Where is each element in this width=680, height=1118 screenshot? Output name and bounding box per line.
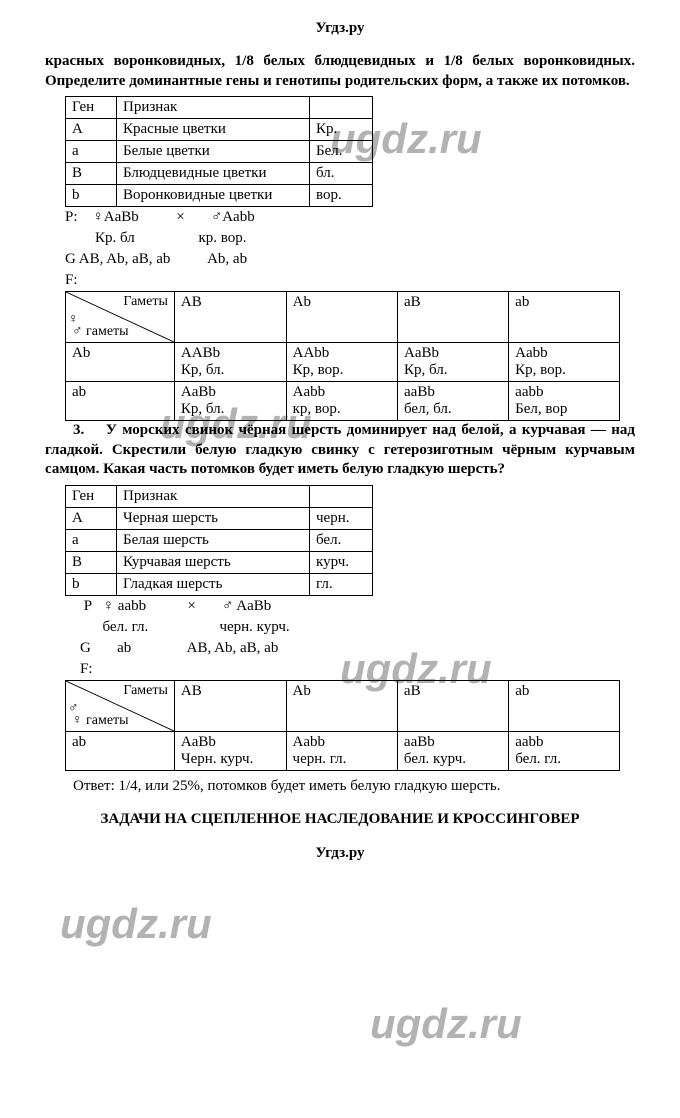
problem-num: 3. [73, 422, 84, 438]
cell: Блюдцевидные цветки [117, 163, 310, 185]
cell: Белая шерсть [117, 529, 310, 551]
cell: Воронковидные цветки [117, 185, 310, 207]
diag-bottom-label: ♀ гаметы [72, 713, 129, 729]
col-head: AB [174, 292, 286, 343]
problem-text: У морских свинок чёрная шерсть доминируе… [45, 422, 635, 477]
cell: A [66, 119, 117, 141]
col-head: ab [509, 292, 620, 343]
watermark: ugdz.ru [60, 900, 212, 948]
diag-top-label: Гаметы [123, 683, 168, 699]
col-head: ab [509, 680, 620, 731]
diag-bottom-label: ♂ гаметы [72, 324, 129, 340]
site-footer: Угдз.ру [45, 845, 635, 862]
cell: бел. [310, 529, 373, 551]
cross-pheno: Кр. бл кр. вор. [65, 228, 635, 249]
cell: гл. [310, 573, 373, 595]
cross2-p: P ♀ aabb × ♂ AaBb [65, 596, 635, 617]
cell: a [66, 529, 117, 551]
cell: черн. [310, 507, 373, 529]
col-head: aB [398, 292, 509, 343]
cell: aabbБел, вор [509, 382, 620, 421]
cell: Бел. [310, 141, 373, 163]
cell: Красные цветки [117, 119, 310, 141]
col-head: Ab [286, 292, 397, 343]
cell: AaBbКр, бл. [174, 382, 286, 421]
problem-continuation: красных воронковидных, 1/8 белых блюдцев… [45, 52, 635, 91]
diag-top-label: Гаметы [123, 294, 168, 310]
cell: Кр. [310, 119, 373, 141]
cell: b [66, 573, 117, 595]
cell: бл. [310, 163, 373, 185]
cell: Курчавая шерсть [117, 551, 310, 573]
cell: Черная шерсть [117, 507, 310, 529]
cell: aaBbбел, бл. [398, 382, 509, 421]
gene-table-1: Ген Признак AКрасные цветкиКр. aБелые цв… [65, 96, 373, 207]
cross2-f: F: [65, 659, 635, 680]
th-abbr [310, 485, 373, 507]
punnett-table-1: Гаметы ♀ ♂ гаметы AB Ab aB ab Ab AABbКр,… [65, 291, 620, 421]
cell: AAbbКр, вор. [286, 343, 397, 382]
cell: b [66, 185, 117, 207]
punnett-table-2: Гаметы ♂ ♀ гаметы AB Ab aB ab ab AaBbЧер… [65, 680, 620, 771]
cell: A [66, 507, 117, 529]
watermark: ugdz.ru [370, 1000, 522, 1048]
cell: a [66, 141, 117, 163]
row-head: ab [66, 731, 175, 770]
cross2-g: G ab AB, Ab, aB, ab [65, 638, 635, 659]
cell: AABbКр, бл. [174, 343, 286, 382]
section-title: ЗАДАЧИ НА СЦЕПЛЕННОЕ НАСЛЕДОВАНИЕ И КРОС… [45, 810, 635, 830]
th-trait: Признак [117, 485, 310, 507]
gene-table-2: Ген Признак AЧерная шерстьчерн. aБелая ш… [65, 485, 373, 596]
cell: Aabbкр, вор. [286, 382, 397, 421]
cell: B [66, 551, 117, 573]
cell: Aabbчерн. гл. [286, 731, 397, 770]
site-header: Угдз.ру [45, 20, 635, 37]
cell: курч. [310, 551, 373, 573]
cell: aabbбел. гл. [509, 731, 620, 770]
th-abbr [310, 97, 373, 119]
row-head: Ab [66, 343, 175, 382]
cell: AaBbКр, бл. [398, 343, 509, 382]
answer-text: Ответ: 1/4, или 25%, потомков будет имет… [45, 777, 635, 797]
cell: AabbКр, вор. [509, 343, 620, 382]
col-head: aB [397, 680, 508, 731]
col-head: AB [174, 680, 286, 731]
cell: aaBbбел. курч. [397, 731, 508, 770]
col-head: Ab [286, 680, 397, 731]
diag-header: Гаметы ♀ ♂ гаметы [66, 292, 175, 343]
cross-f: F: [65, 270, 635, 291]
cell: AaBbЧерн. курч. [174, 731, 286, 770]
diag-header: Гаметы ♂ ♀ гаметы [66, 680, 175, 731]
cell: Гладкая шерсть [117, 573, 310, 595]
cell: Белые цветки [117, 141, 310, 163]
th-gene: Ген [66, 485, 117, 507]
cell: вор. [310, 185, 373, 207]
th-gene: Ген [66, 97, 117, 119]
cross-p: P: ♀AaBb × ♂Aabb [65, 207, 635, 228]
row-head: ab [66, 382, 175, 421]
th-trait: Признак [117, 97, 310, 119]
cell: B [66, 163, 117, 185]
cross-g: G AB, Ab, aB, ab Ab, ab [65, 249, 635, 270]
cross2-pheno: бел. гл. черн. курч. [65, 617, 635, 638]
problem-3: 3. У морских свинок чёрная шерсть домини… [45, 421, 635, 480]
